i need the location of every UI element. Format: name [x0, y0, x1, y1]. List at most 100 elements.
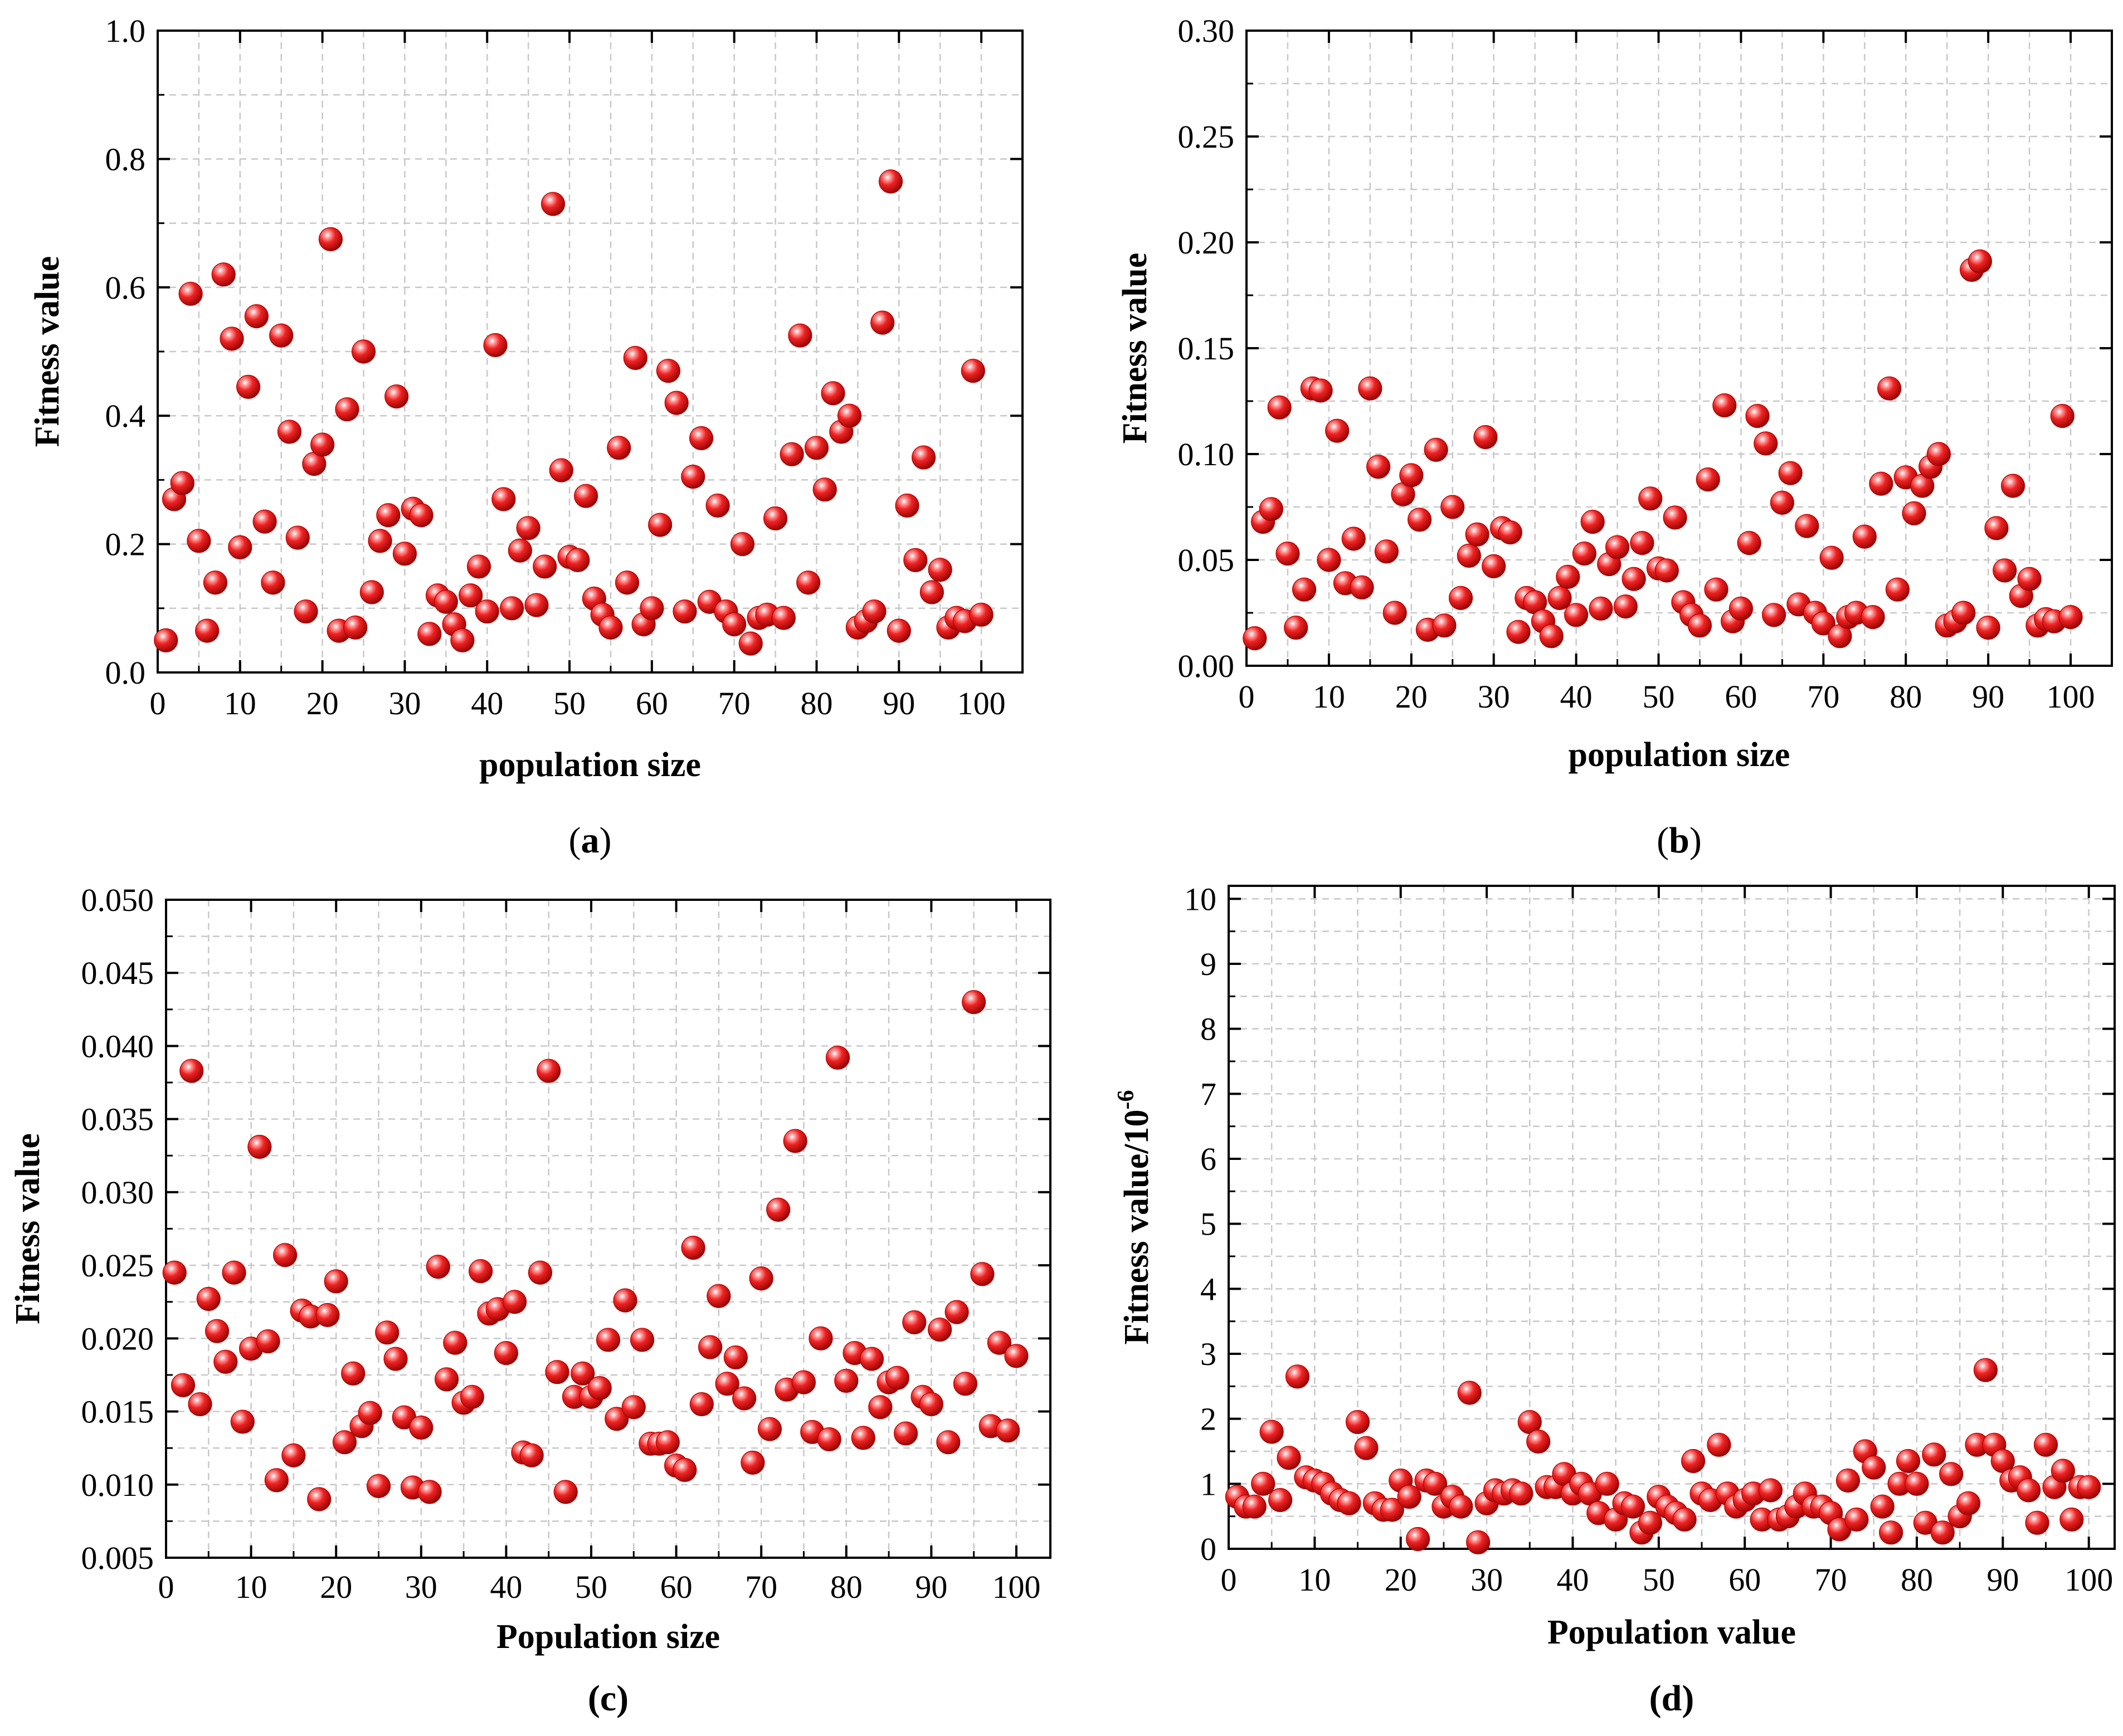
- data-point: [615, 570, 640, 595]
- x-tick-label: 30: [405, 1569, 437, 1605]
- data-point: [1930, 1520, 1955, 1545]
- data-point: [1704, 577, 1728, 602]
- data-point: [310, 432, 335, 457]
- data-point: [366, 1474, 391, 1499]
- data-point: [715, 1372, 739, 1396]
- data-point: [494, 1340, 518, 1366]
- data-point: [491, 487, 516, 511]
- data-point: [541, 192, 566, 216]
- y-axis-title: Fitness value/10-6: [1113, 1090, 1156, 1345]
- x-tick-label: 20: [1395, 679, 1428, 715]
- data-point: [1622, 567, 1646, 591]
- data-point: [648, 513, 673, 537]
- caption-open-paren: (: [588, 1678, 600, 1719]
- data-point: [928, 1317, 952, 1342]
- x-tick-label: 80: [1901, 1562, 1933, 1598]
- data-point: [417, 622, 442, 646]
- data-point: [607, 436, 631, 460]
- x-tick-label: 0: [1239, 679, 1255, 715]
- caption-close-paren: ): [616, 1678, 629, 1719]
- data-point: [2033, 1432, 2058, 1457]
- data-point: [766, 1197, 791, 1222]
- data-point: [443, 1330, 468, 1355]
- data-point: [307, 1487, 332, 1511]
- data-point: [912, 445, 936, 470]
- data-point: [621, 1395, 646, 1420]
- y-tick-label: 10: [1184, 881, 1216, 917]
- x-tick-label: 0: [1221, 1562, 1237, 1598]
- data-point: [804, 436, 829, 460]
- data-point: [1728, 596, 1754, 621]
- data-points: [162, 990, 1029, 1511]
- gridlines: [158, 31, 1022, 672]
- data-point: [1259, 1420, 1284, 1444]
- data-point: [264, 1468, 289, 1493]
- x-tick-label: 70: [1807, 679, 1839, 715]
- data-point: [1526, 1429, 1551, 1454]
- caption-open-paren: (: [1649, 1678, 1662, 1719]
- data-point: [722, 612, 747, 637]
- data-point: [656, 358, 681, 383]
- data-point: [902, 1310, 927, 1335]
- x-axis-title: Population size: [496, 1618, 720, 1656]
- data-point: [368, 529, 392, 553]
- data-point: [1337, 1491, 1361, 1515]
- x-tick-label: 90: [883, 685, 915, 721]
- data-point: [2050, 403, 2075, 428]
- x-tick-label: 0: [158, 1569, 174, 1605]
- data-point: [1758, 1478, 1783, 1503]
- x-tick-label: 90: [1972, 679, 2004, 715]
- y-tick-label: 0: [1200, 1531, 1216, 1567]
- data-point: [1457, 1381, 1482, 1405]
- data-point: [791, 1370, 816, 1394]
- caption-open-paren: (: [569, 820, 581, 861]
- data-point: [944, 1300, 969, 1324]
- data-point: [508, 538, 532, 563]
- data-point: [188, 1392, 212, 1417]
- data-point: [1440, 495, 1465, 519]
- data-point: [1638, 1510, 1663, 1535]
- data-point: [1465, 522, 1489, 547]
- data-point: [1973, 1358, 1998, 1382]
- data-point: [969, 602, 994, 627]
- data-point: [1509, 1481, 1533, 1506]
- gridlines: [166, 900, 1050, 1558]
- data-point: [359, 580, 384, 604]
- data-point: [970, 1262, 995, 1286]
- data-point: [469, 1259, 493, 1284]
- data-point: [281, 1443, 306, 1467]
- data-point: [1905, 1471, 1929, 1496]
- data-point: [887, 618, 911, 643]
- x-tick-label: 50: [553, 685, 586, 721]
- data-point: [1877, 376, 1902, 401]
- data-point: [1879, 1520, 1903, 1545]
- data-point: [1770, 490, 1794, 515]
- data-point: [868, 1395, 893, 1420]
- data-point: [1268, 1488, 1293, 1513]
- data-point: [1317, 548, 1341, 572]
- data-point: [936, 1430, 961, 1455]
- data-point: [524, 593, 549, 617]
- data-point: [655, 1430, 680, 1455]
- data-point: [277, 420, 302, 444]
- y-tick-label: 6: [1200, 1141, 1216, 1177]
- data-point: [459, 583, 483, 608]
- x-tick-label: 100: [2064, 1562, 2113, 1598]
- y-tick-label: 0.30: [1178, 13, 1235, 49]
- data-point: [460, 1384, 484, 1409]
- data-point: [1382, 601, 1407, 625]
- caption-open-paren: (: [1657, 820, 1669, 861]
- data-point: [2058, 604, 2083, 630]
- data-point: [771, 606, 796, 630]
- data-point: [1844, 1507, 1869, 1532]
- data-point: [483, 333, 508, 358]
- data-point: [1374, 539, 1399, 564]
- x-tick-label: 20: [306, 685, 339, 721]
- caption-close-paren: ): [1689, 820, 1702, 861]
- data-point: [533, 554, 557, 579]
- y-tick-label: 0.25: [1178, 119, 1235, 155]
- y-tick-label: 0.045: [81, 955, 154, 991]
- y-tick-label: 3: [1200, 1336, 1216, 1372]
- data-point: [537, 1059, 561, 1083]
- y-tick-label: 0.015: [81, 1394, 154, 1430]
